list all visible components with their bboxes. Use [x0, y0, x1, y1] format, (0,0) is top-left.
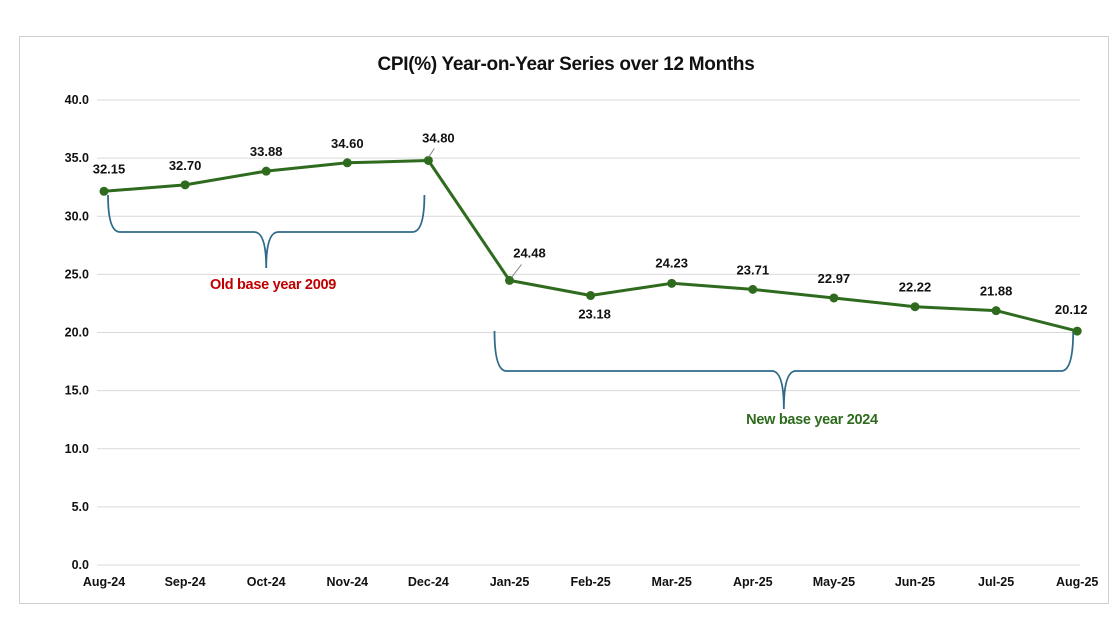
data-point	[100, 187, 109, 196]
data-point	[911, 302, 920, 311]
data-label: 24.48	[513, 245, 546, 260]
leader-line	[428, 148, 434, 157]
gridlines	[97, 100, 1080, 565]
data-point	[748, 285, 757, 294]
x-tick-label: Sep-24	[165, 575, 206, 589]
data-label: 34.60	[331, 136, 364, 151]
data-label: 23.71	[737, 262, 770, 277]
x-tick-label: Nov-24	[326, 575, 368, 589]
data-point	[1073, 327, 1082, 336]
x-tick-label: Aug-24	[83, 575, 125, 589]
data-label: 22.97	[818, 271, 851, 286]
x-tick-label: Feb-25	[570, 575, 610, 589]
x-tick-label: Oct-24	[247, 575, 286, 589]
y-tick-label: 40.0	[65, 93, 89, 107]
data-point	[667, 279, 676, 288]
data-point	[586, 291, 595, 300]
data-label: 32.70	[169, 158, 202, 173]
x-tick-label: Jan-25	[490, 575, 530, 589]
data-label: 22.22	[899, 280, 932, 295]
y-tick-label: 35.0	[65, 151, 89, 165]
y-tick-label: 20.0	[65, 326, 89, 340]
old-base-year-label: Old base year 2009	[210, 277, 336, 293]
data-point	[262, 167, 271, 176]
x-tick-label: Aug-25	[1056, 575, 1098, 589]
y-tick-label: 5.0	[72, 500, 89, 514]
data-point	[181, 180, 190, 189]
cpi-series-line	[104, 161, 1077, 332]
new-base-year-label: New base year 2024	[746, 412, 878, 428]
y-axis: 0.0 5.0 10.0 15.0 20.0 25.0 30.0 35.0 40.0	[65, 93, 89, 572]
data-point	[343, 158, 352, 167]
x-tick-label: Jun-25	[895, 575, 935, 589]
data-point	[992, 306, 1001, 315]
y-tick-label: 15.0	[65, 384, 89, 398]
y-tick-label: 30.0	[65, 209, 89, 223]
data-label: 20.12	[1055, 302, 1088, 317]
data-point	[829, 293, 838, 302]
y-tick-label: 25.0	[65, 267, 89, 281]
data-label: 24.23	[655, 255, 688, 270]
x-tick-label: Apr-25	[733, 575, 773, 589]
chart-title: CPI(%) Year-on-Year Series over 12 Month…	[378, 54, 755, 75]
leader-line	[512, 264, 522, 277]
curly-bracket	[108, 195, 424, 268]
x-axis: Aug-24 Sep-24 Oct-24 Nov-24 Dec-24 Jan-25 Feb-…	[83, 575, 1099, 589]
x-tick-label: Dec-24	[408, 575, 449, 589]
y-tick-label: 10.0	[65, 442, 89, 456]
data-label: 21.88	[980, 284, 1013, 299]
data-label: 23.18	[578, 307, 611, 322]
data-label: 33.88	[250, 144, 283, 159]
data-label: 34.80	[422, 130, 455, 145]
x-tick-label: Mar-25	[652, 575, 692, 589]
data-label: 32.15	[93, 161, 126, 176]
x-tick-label: Jul-25	[978, 575, 1014, 589]
data-point	[505, 276, 514, 285]
x-tick-label: May-25	[813, 575, 855, 589]
y-tick-label: 0.0	[72, 558, 89, 572]
curly-bracket	[495, 331, 1074, 409]
